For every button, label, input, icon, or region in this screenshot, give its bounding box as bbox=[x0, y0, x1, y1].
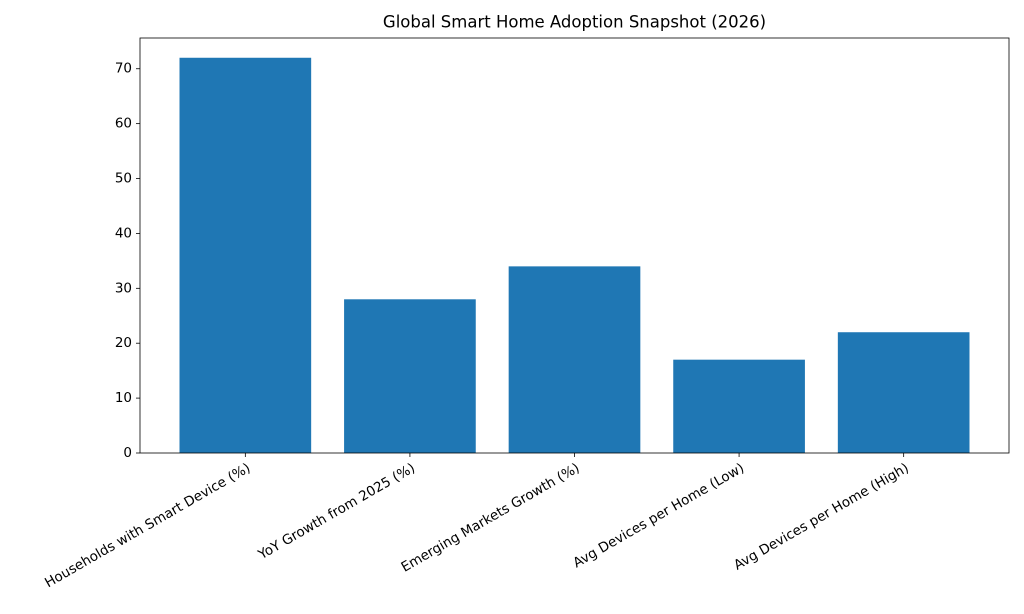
bar bbox=[837, 332, 970, 453]
x-tick-label: Avg Devices per Home (High) bbox=[731, 460, 912, 573]
bar bbox=[673, 359, 805, 453]
bar bbox=[508, 266, 641, 453]
x-tick-label: Emerging Markets Growth (%) bbox=[398, 460, 582, 576]
x-tick-label: Households with Smart Device (%) bbox=[42, 460, 253, 591]
y-tick-label: 70 bbox=[115, 61, 132, 77]
x-tick-label: Avg Devices per Home (Low) bbox=[570, 460, 747, 571]
bar bbox=[179, 57, 312, 454]
chart-title: Global Smart Home Adoption Snapshot (202… bbox=[383, 13, 766, 32]
plot-frame bbox=[139, 37, 1010, 454]
y-tick-label: 40 bbox=[115, 225, 132, 241]
y-tick-label: 60 bbox=[115, 116, 132, 132]
y-tick-label: 0 bbox=[123, 445, 132, 461]
y-tick-label: 50 bbox=[115, 171, 132, 187]
y-tick-label: 10 bbox=[115, 390, 132, 406]
y-tick-label: 20 bbox=[115, 335, 132, 351]
bar bbox=[344, 299, 476, 453]
x-tick-label: YoY Growth from 2025 (%) bbox=[255, 460, 418, 563]
y-tick-label: 30 bbox=[115, 280, 132, 296]
